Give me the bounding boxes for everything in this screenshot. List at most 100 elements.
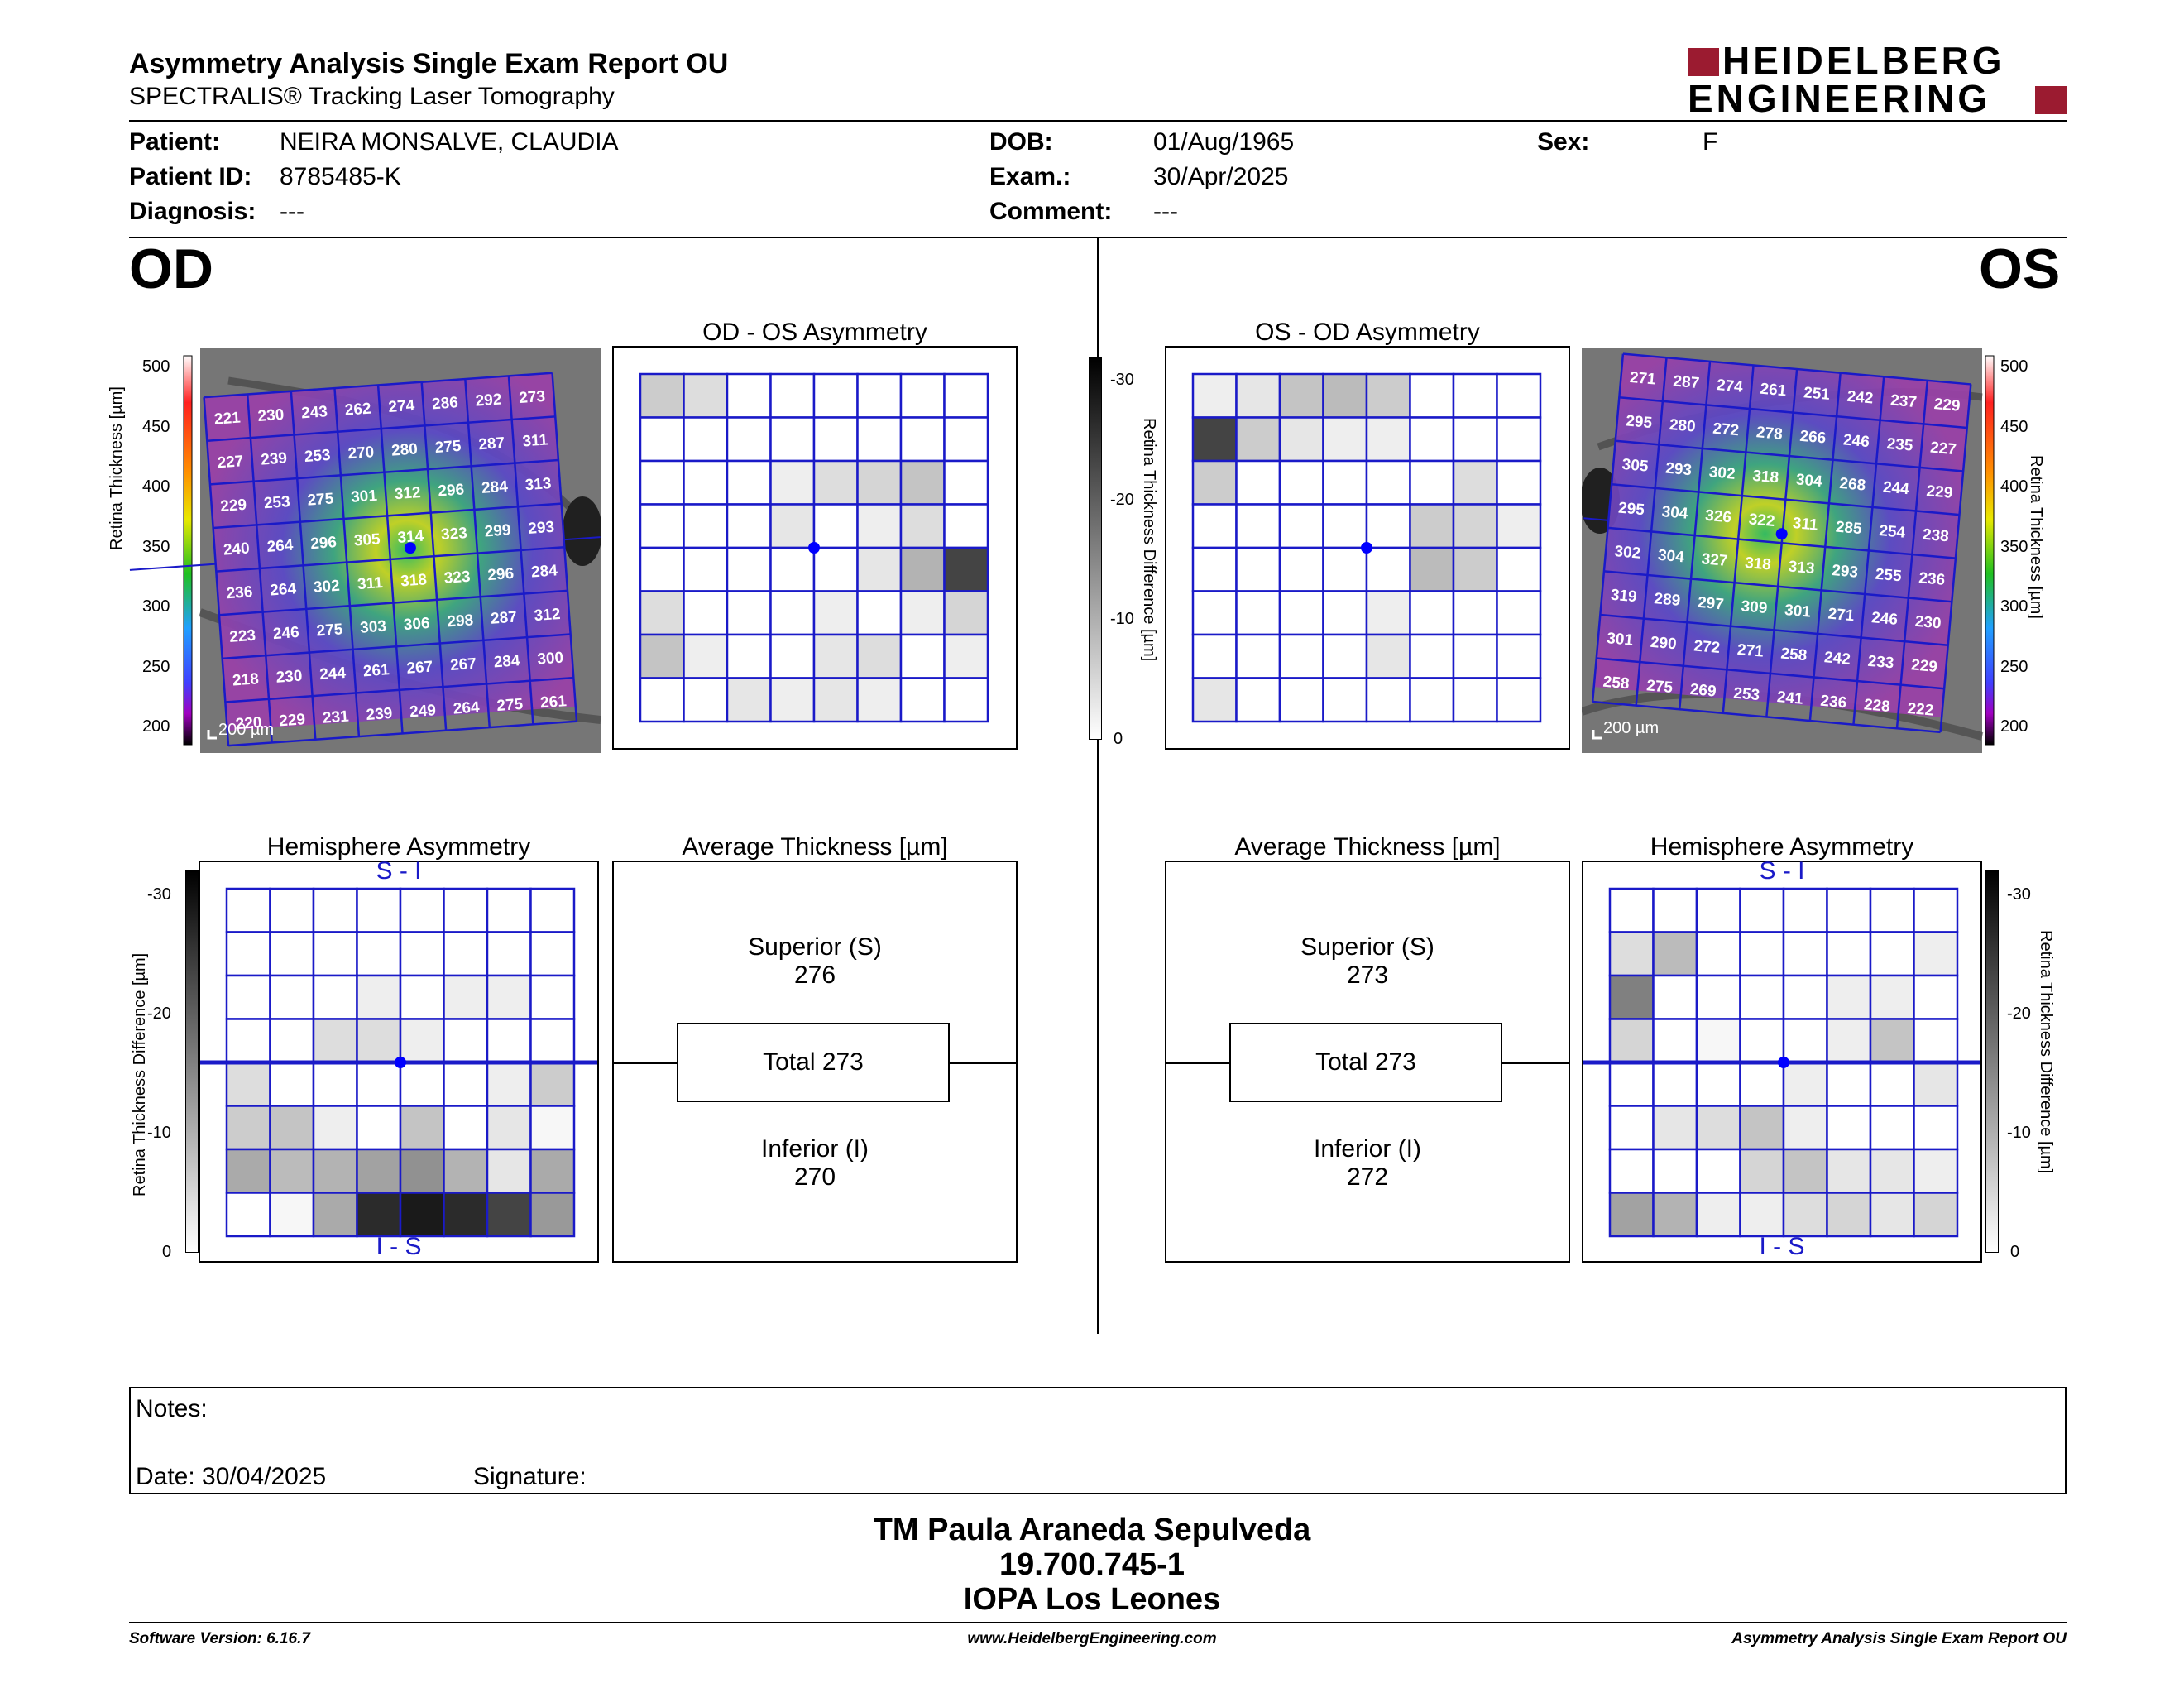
thickness-value: 251 [1803, 384, 1831, 404]
od-hemi-bottom-label: I - S [376, 1233, 422, 1260]
od-avg-title: Average Thickness [µm] [682, 833, 948, 861]
patient-divider [129, 237, 2067, 238]
thickness-value: 296 [310, 534, 338, 553]
thickness-value: 300 [537, 650, 564, 669]
diff-scale-bar-od [185, 870, 199, 1253]
patient-label: Patient: [129, 128, 221, 156]
asym-cell [1695, 1148, 1741, 1194]
thickness-value: 266 [1799, 428, 1827, 448]
od-hemi-title: Hemisphere Asymmetry [266, 833, 531, 861]
asym-cell [1913, 1061, 1959, 1107]
asym-cell [1452, 416, 1498, 463]
thickness-value: 313 [524, 475, 552, 494]
diff-scale-bar-center [1089, 357, 1102, 740]
os-hemi-tick-10: -10 [2007, 1124, 2031, 1142]
thickness-value: 312 [394, 484, 421, 503]
asym-cell [356, 1192, 402, 1238]
asym-cell [1608, 1148, 1655, 1194]
asym-cell [486, 1192, 532, 1238]
asym-cell [856, 503, 903, 549]
asym-cell [1409, 503, 1455, 549]
asym-cell [1913, 1105, 1959, 1151]
thickness-value: 327 [1701, 550, 1728, 570]
asym-cell [1496, 546, 1542, 592]
thickness-value: 318 [400, 571, 428, 590]
thickness-value: 268 [1839, 475, 1866, 495]
asym-cell [682, 590, 729, 636]
notes-date: Date: 30/04/2025 [136, 1463, 327, 1490]
os-hemi-bottom-label: I - S [1759, 1233, 1805, 1260]
thickness-value: 253 [304, 447, 331, 466]
signature-block: TM Paula Araneda Sepulveda 19.700.745-1 … [0, 1513, 2184, 1617]
thickness-value: 280 [1669, 416, 1696, 436]
od-os-asym-panel [612, 346, 1018, 750]
asym-cell [1782, 974, 1828, 1020]
thickness-value: 269 [1689, 681, 1717, 701]
thickness-value: 302 [1614, 543, 1641, 563]
patient-id-label: Patient ID: [129, 163, 252, 190]
asym-cell [682, 503, 729, 549]
asym-cell [639, 546, 685, 592]
asym-cell [486, 931, 532, 977]
asym-cell [443, 1018, 489, 1064]
asym-cell [726, 590, 772, 636]
asym-cell [1322, 459, 1368, 506]
od-avg-superior-label: Superior (S) [748, 933, 882, 961]
asym-cell [1695, 887, 1741, 933]
thickness-value: 272 [1712, 420, 1740, 440]
thickness-value: 227 [1929, 439, 1956, 459]
thickness-value: 229 [1926, 482, 1953, 502]
asym-cell [312, 1105, 358, 1151]
asym-cell [769, 590, 816, 636]
asym-cell [1826, 931, 1872, 977]
os-hemi-scale-label: Retina Thickness Difference [µm] [2037, 930, 2055, 1174]
asym-cell [1739, 931, 1785, 977]
asym-cell [726, 677, 772, 723]
asym-cell [1913, 1192, 1959, 1238]
comment-value: --- [1153, 198, 1178, 225]
asym-cell [312, 1192, 358, 1238]
os-hemi-tick-30: -30 [2007, 885, 2031, 904]
thickness-value: 239 [261, 449, 288, 468]
asym-cell [812, 459, 859, 506]
thickness-value: 284 [530, 562, 558, 581]
asym-cell [225, 1192, 271, 1238]
od-avg-inferior-label: Inferior (I) [760, 1135, 869, 1163]
asym-cell [1869, 1061, 1915, 1107]
asym-cell [1826, 1018, 1872, 1064]
footer-website[interactable]: www.HeidelbergEngineering.com [967, 1630, 1217, 1647]
asym-cell [769, 546, 816, 592]
thickness-value: 309 [1741, 597, 1768, 617]
thickness-value: 278 [1755, 424, 1783, 444]
asym-cell [1278, 677, 1324, 723]
footer-divider [129, 1622, 2067, 1623]
asym-cell [856, 546, 903, 592]
asym-cell [682, 372, 729, 419]
thickness-value: 302 [1708, 463, 1736, 483]
thickness-value: 284 [481, 478, 509, 497]
asym-cell [1652, 974, 1698, 1020]
thickness-value: 271 [1629, 369, 1657, 389]
thickness-value: 221 [213, 410, 242, 429]
asym-cell [399, 1105, 445, 1151]
thickness-value: 267 [449, 655, 477, 674]
asym-cell [269, 887, 315, 933]
asym-cell [943, 503, 989, 549]
asym-cell [726, 503, 772, 549]
thickness-value: 295 [1617, 500, 1645, 520]
asym-cell [529, 1061, 576, 1107]
od-os-asym-title: OD - OS Asymmetry [702, 319, 927, 346]
asym-cell [1826, 1148, 1872, 1194]
os-od-asym-title: OS - OD Asymmetry [1255, 319, 1480, 346]
asym-cell [1913, 1018, 1959, 1064]
asym-cell [1739, 1192, 1785, 1238]
thickness-value: 230 [257, 406, 285, 425]
asym-cell [726, 416, 772, 463]
asym-cell [812, 546, 859, 592]
asym-cell [1782, 1018, 1828, 1064]
asym-cell [1322, 372, 1368, 419]
asym-cell [1608, 1192, 1655, 1238]
fovea-marker [395, 1057, 406, 1068]
heidelberg-logo: HEIDELBERG ENGINEERING [1688, 41, 2068, 119]
od-hemi-tick-20: -20 [147, 1005, 171, 1023]
